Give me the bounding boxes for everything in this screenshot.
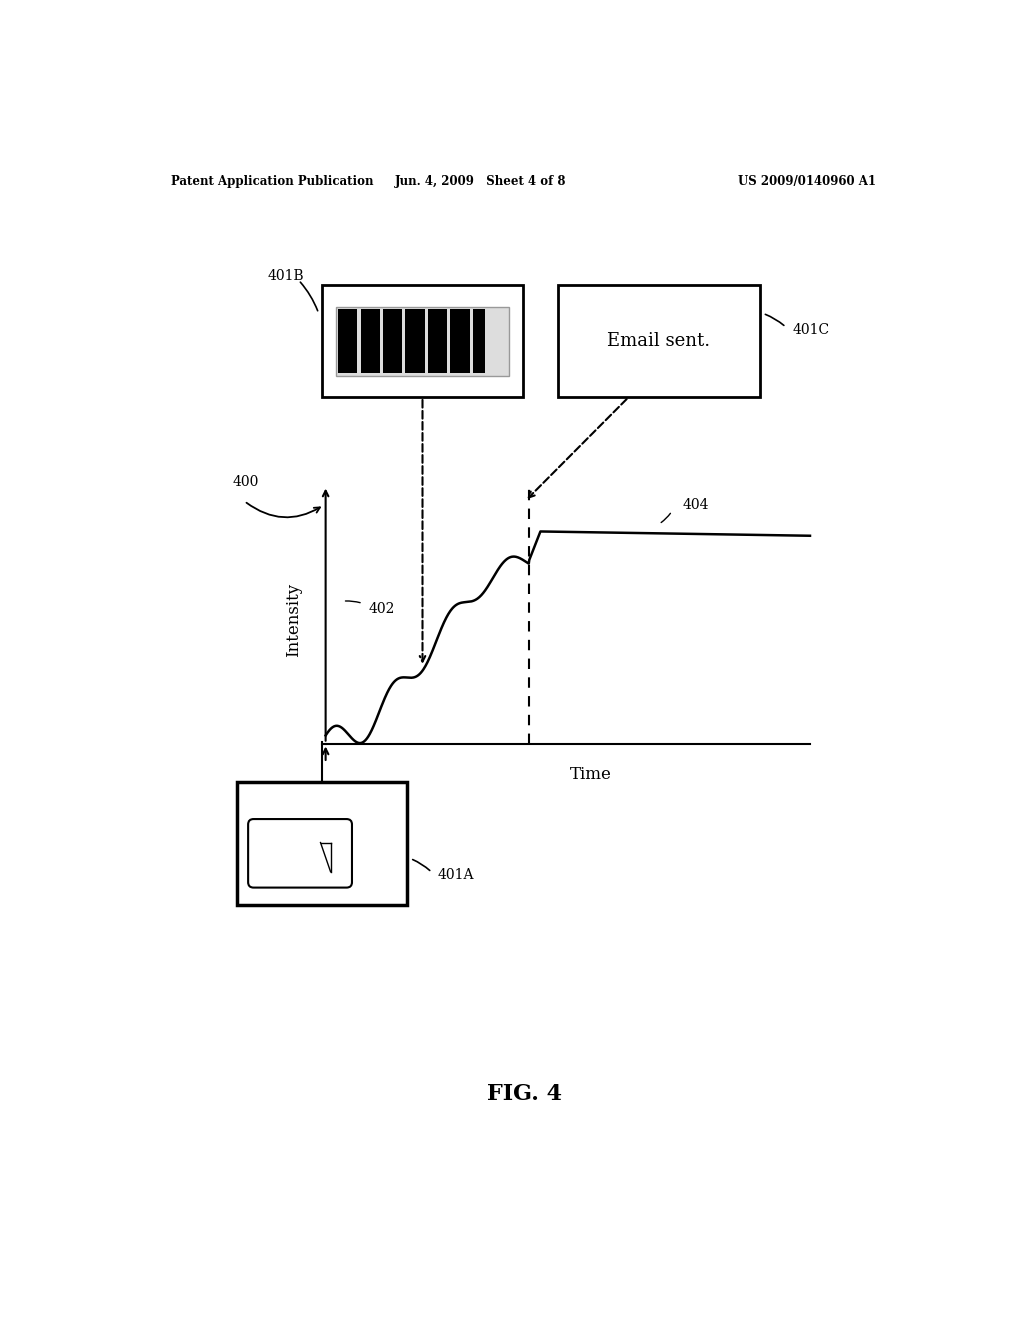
Text: 401A: 401A [437,869,474,883]
Text: Send: Send [271,845,314,862]
Text: Time: Time [570,766,612,783]
Text: FIG. 4: FIG. 4 [487,1082,562,1105]
Bar [451,309,470,374]
Text: 402: 402 [369,602,394,616]
Bar [406,309,425,374]
FancyBboxPatch shape [248,818,352,887]
Text: US 2009/0140960 A1: US 2009/0140960 A1 [738,176,876,187]
Text: Jun. 4, 2009   Sheet 4 of 8: Jun. 4, 2009 Sheet 4 of 8 [395,176,566,187]
Bar [336,308,509,376]
Bar [558,285,760,397]
Text: 401B: 401B [267,269,304,284]
Text: Intensity: Intensity [285,583,302,657]
Text: 400: 400 [232,475,259,488]
Bar [383,309,402,374]
Text: 401C: 401C [793,323,829,338]
Text: 404: 404 [682,498,709,512]
Bar [338,309,357,374]
Text: Patent Application Publication: Patent Application Publication [171,176,373,187]
Bar [473,309,484,374]
Bar [428,309,447,374]
Bar [237,781,407,906]
Bar [322,285,523,397]
Bar [360,309,380,374]
Text: Email sent.: Email sent. [607,333,711,350]
